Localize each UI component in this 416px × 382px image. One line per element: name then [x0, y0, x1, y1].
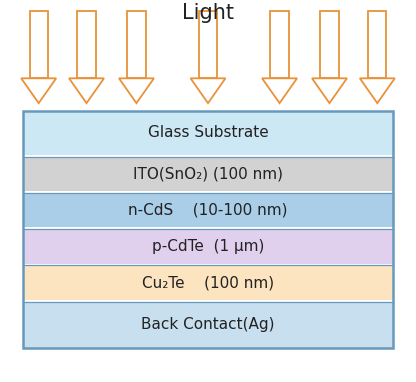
Bar [77, 11, 96, 78]
Bar [320, 11, 339, 78]
Text: Light: Light [182, 3, 234, 23]
Polygon shape [360, 78, 395, 103]
Text: ITO(SnO₂) (100 nm): ITO(SnO₂) (100 nm) [133, 166, 283, 181]
Bar [23, 265, 393, 300]
Polygon shape [69, 78, 104, 103]
Bar [30, 11, 48, 78]
Bar [23, 229, 393, 264]
Bar [199, 11, 217, 78]
Bar [23, 111, 393, 348]
Polygon shape [119, 78, 154, 103]
Text: n-CdS    (10-100 nm): n-CdS (10-100 nm) [128, 202, 288, 218]
Bar [23, 302, 393, 348]
Text: Cu₂Te    (100 nm): Cu₂Te (100 nm) [142, 275, 274, 290]
Bar [23, 193, 393, 227]
Polygon shape [262, 78, 297, 103]
Polygon shape [191, 78, 225, 103]
Polygon shape [21, 78, 56, 103]
Bar [270, 11, 289, 78]
Bar [127, 11, 146, 78]
Bar [368, 11, 386, 78]
Text: p-CdTe  (1 μm): p-CdTe (1 μm) [152, 239, 264, 254]
Bar [23, 157, 393, 191]
Polygon shape [312, 78, 347, 103]
Text: Glass Substrate: Glass Substrate [148, 125, 268, 140]
Bar [23, 111, 393, 155]
Text: Back Contact(Ag): Back Contact(Ag) [141, 317, 275, 332]
